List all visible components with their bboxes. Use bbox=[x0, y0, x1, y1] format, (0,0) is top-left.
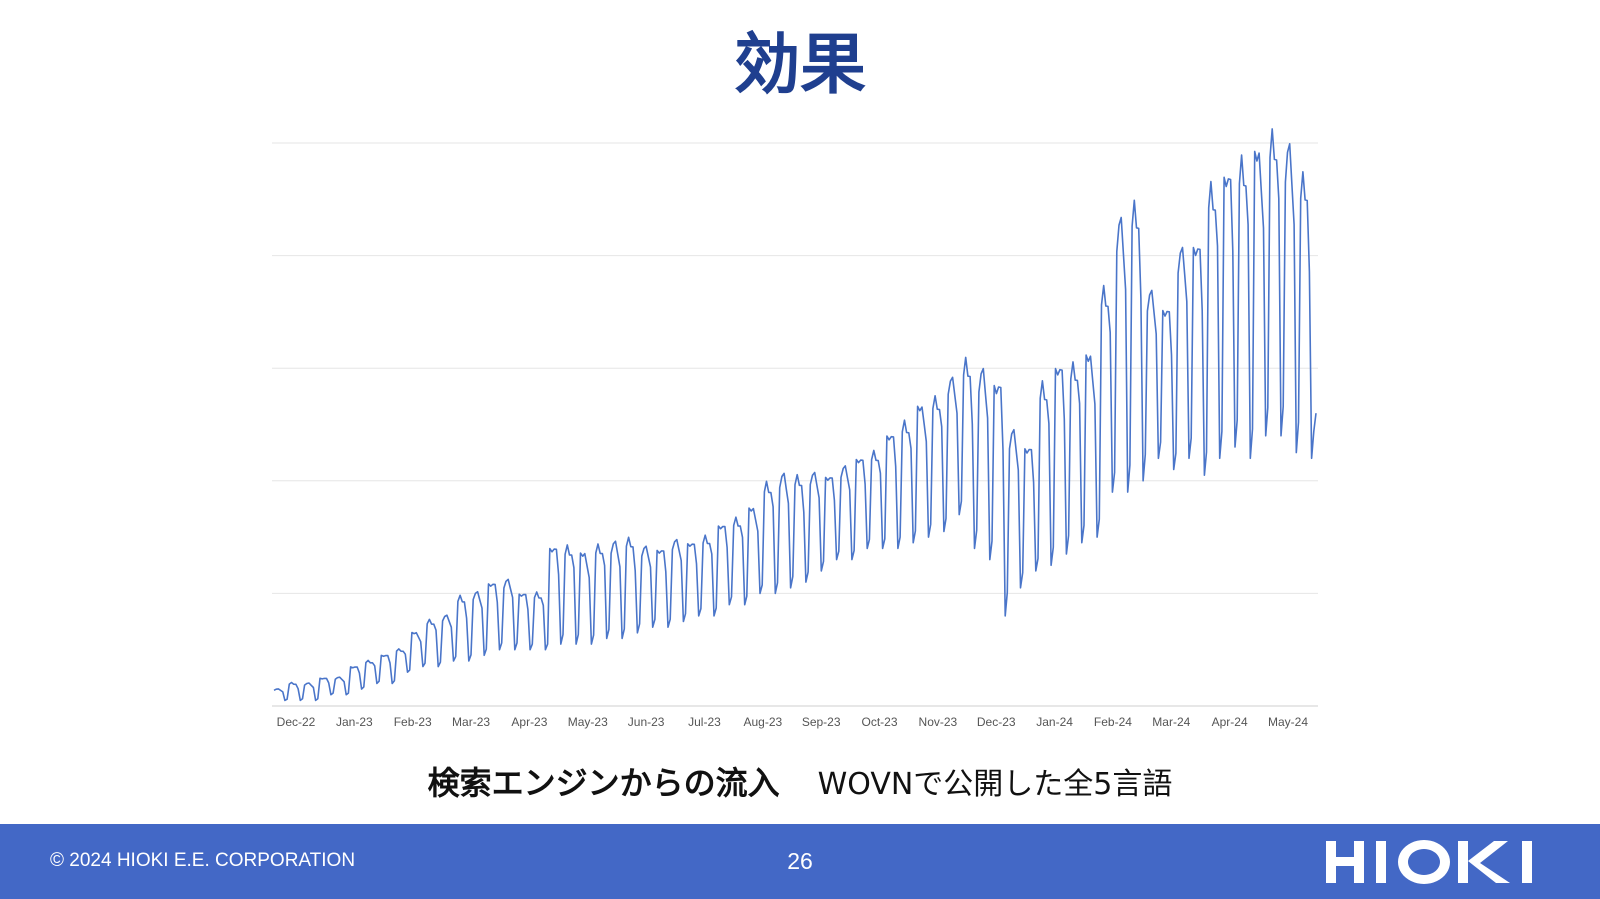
traffic-line-chart: Dec-22 Jan-23 Feb-23 Mar-23 Apr-23 May-23 Jun-… bbox=[272, 128, 1318, 729]
x-tick-label: Jan-24 bbox=[1036, 715, 1073, 729]
x-tick-label: Jul-23 bbox=[688, 715, 721, 729]
copyright-text: © 2024 HIOKI E.E. CORPORATION bbox=[50, 850, 356, 871]
footer-bar: © 2024 HIOKI E.E. CORPORATION 26 bbox=[0, 824, 1600, 899]
caption-sub: WOVNで公開した全5言語 bbox=[817, 767, 1173, 802]
x-tick-label: Sep-23 bbox=[802, 715, 841, 729]
hioki-logo bbox=[1326, 840, 1532, 884]
x-axis-tick-labels: Dec-22 Jan-23 Feb-23 Mar-23 Apr-23 May-23 Jun-… bbox=[277, 715, 1309, 729]
caption-main: 検索エンジンからの流入 bbox=[427, 764, 780, 802]
x-tick-label: Feb-24 bbox=[1094, 715, 1132, 729]
x-tick-label: Apr-23 bbox=[511, 715, 547, 729]
chart-gridlines bbox=[272, 142, 1318, 707]
x-tick-label: Dec-22 bbox=[277, 715, 316, 729]
x-tick-label: Dec-23 bbox=[977, 715, 1016, 729]
x-tick-label: May-23 bbox=[568, 715, 608, 729]
x-tick-label: Apr-24 bbox=[1212, 715, 1248, 729]
x-tick-label: Oct-23 bbox=[862, 715, 898, 729]
chart-caption: 検索エンジンからの流入 WOVNで公開した全5言語 bbox=[0, 758, 1600, 804]
x-tick-label: Mar-23 bbox=[452, 715, 490, 729]
x-tick-label: Mar-24 bbox=[1152, 715, 1190, 729]
x-tick-label: May-24 bbox=[1268, 715, 1308, 729]
page-number: 26 bbox=[787, 848, 813, 874]
x-tick-label: Jun-23 bbox=[628, 715, 665, 729]
x-tick-label: Nov-23 bbox=[919, 715, 958, 729]
x-tick-label: Feb-23 bbox=[394, 715, 432, 729]
slide-title: 効果 bbox=[734, 26, 866, 103]
x-tick-label: Jan-23 bbox=[336, 715, 373, 729]
x-tick-label: Aug-23 bbox=[743, 715, 782, 729]
series-line bbox=[273, 128, 1317, 702]
